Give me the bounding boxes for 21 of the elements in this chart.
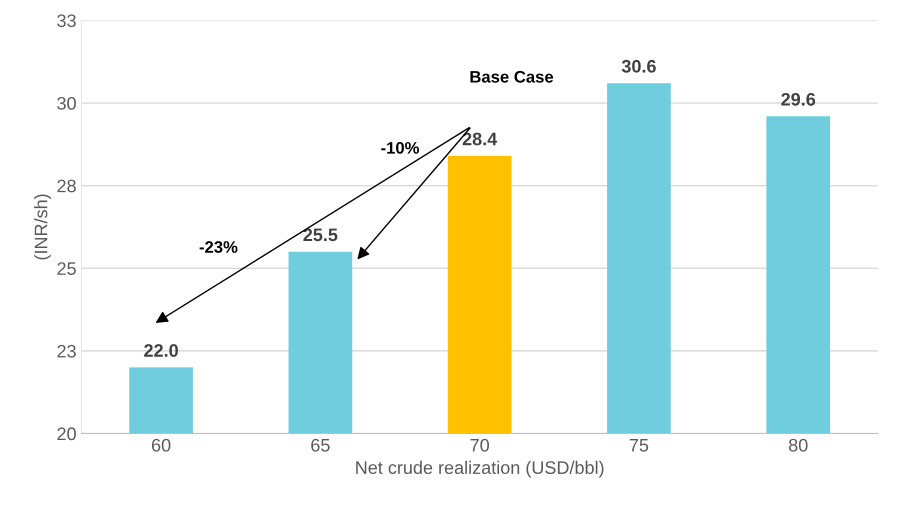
x-tick-label: 80 (788, 438, 808, 452)
x-tick-label: 75 (630, 439, 648, 452)
y-axis-title: (INR/sh) (34, 194, 51, 260)
annotation: -23% (200, 241, 238, 253)
data-label: 25.5 (303, 228, 338, 242)
x-tick-label: 70 (470, 438, 489, 452)
x-tick-label: 65 (311, 438, 330, 452)
y-tick-label: 28 (57, 180, 76, 192)
data-label: 22.0 (144, 344, 178, 357)
data-label: 30.6 (622, 60, 656, 73)
x-tick-label: 60 (152, 438, 170, 452)
data-label: 29.6 (781, 92, 816, 106)
y-tick-label: 30 (57, 96, 76, 110)
data-label: 28.4 (462, 132, 498, 146)
y-tick-label: 23 (57, 344, 76, 358)
annotation: -10% (381, 142, 420, 154)
y-tick-label: 20 (57, 427, 76, 440)
y-tick-label: 33 (57, 14, 76, 28)
y-tick-label: 25 (57, 262, 76, 275)
x-axis-title: Net crude realization (USD/bbl) (356, 460, 604, 478)
annotation: Base Case (470, 70, 554, 83)
